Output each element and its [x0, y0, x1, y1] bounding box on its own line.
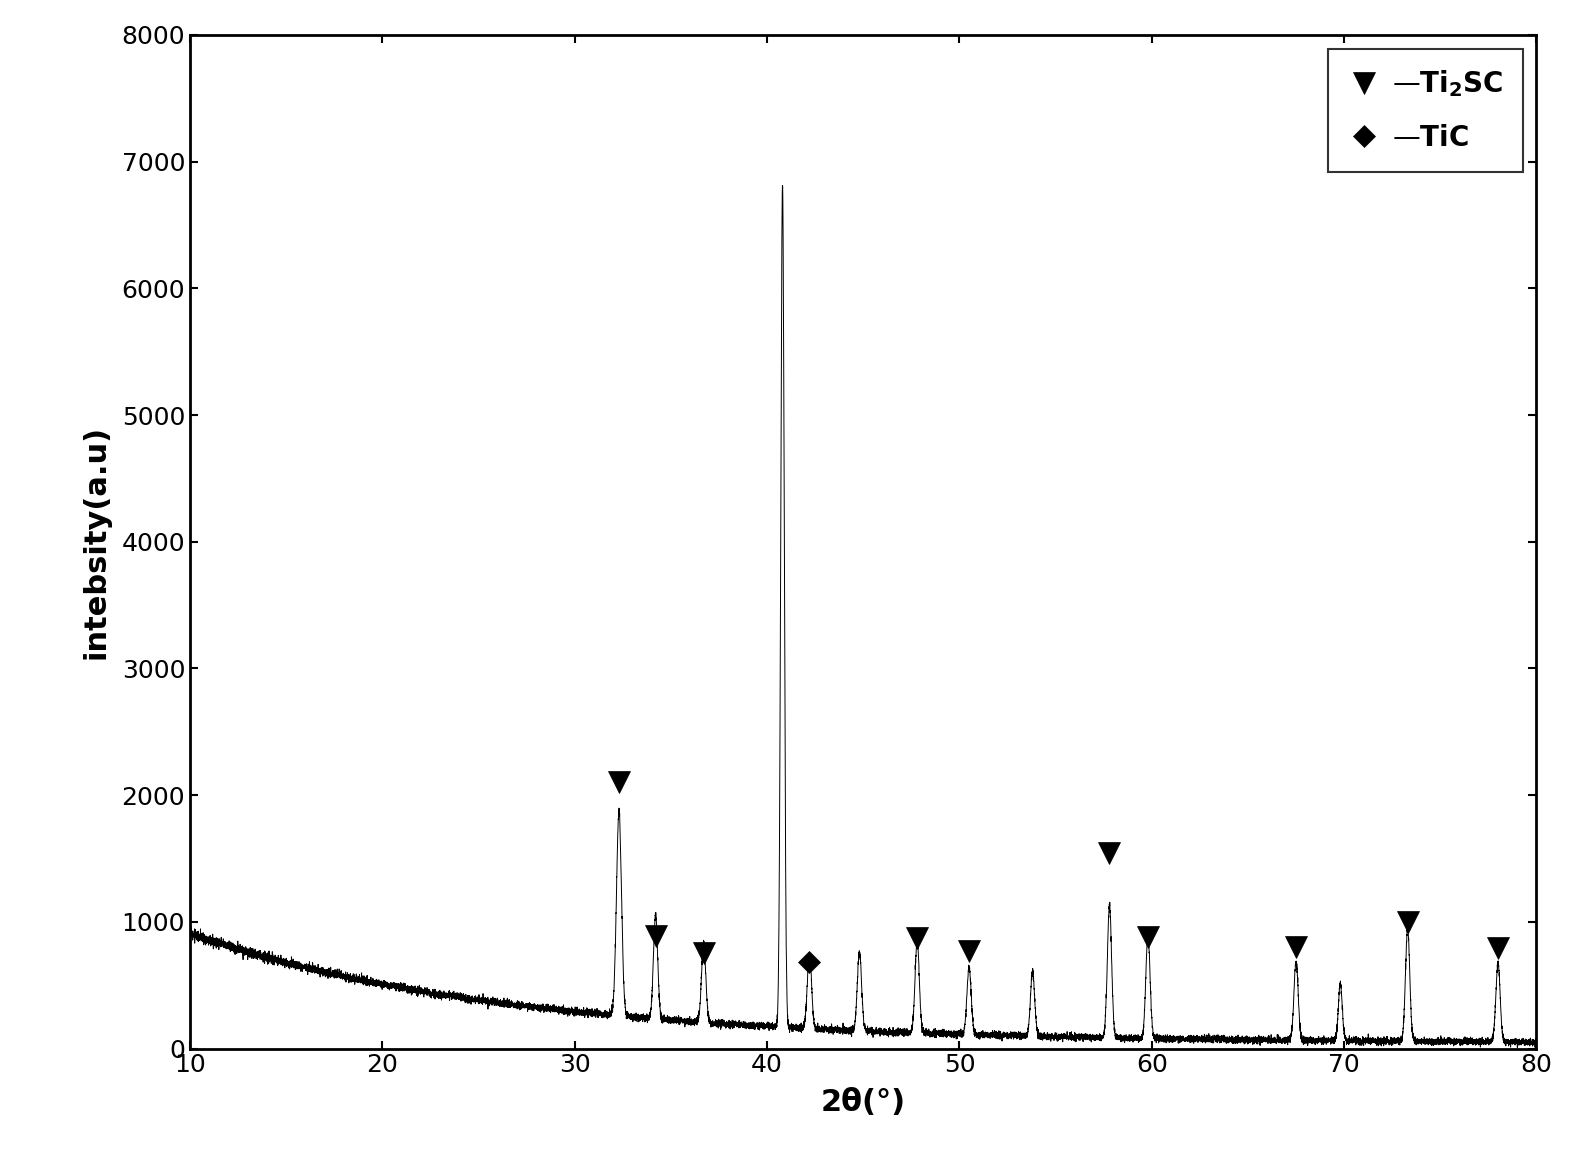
X-axis label: 2θ(°): 2θ(°) — [821, 1088, 906, 1117]
Legend: $\mathbf{—Ti_2SC}$, $\mathbf{— TiC}$: $\mathbf{—Ti_2SC}$, $\mathbf{— TiC}$ — [1327, 49, 1522, 171]
Y-axis label: intebsity(a.u): intebsity(a.u) — [81, 425, 111, 658]
